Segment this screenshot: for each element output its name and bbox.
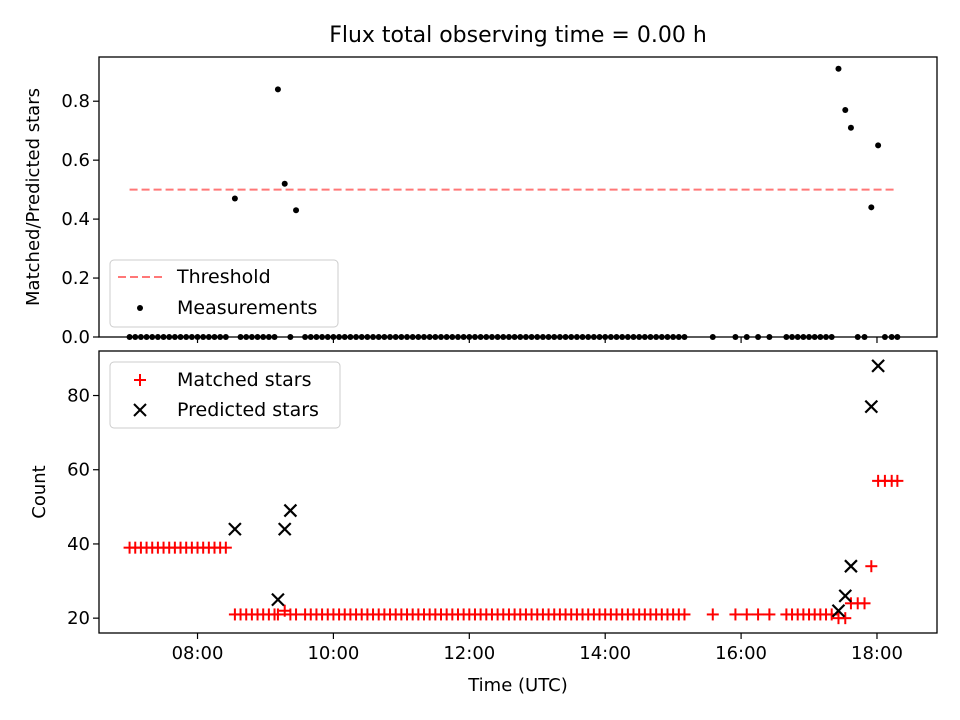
top-y-tick-label: 0.6: [61, 150, 90, 171]
x-tick-label: 12:00: [443, 643, 495, 664]
x-tick-label: 08:00: [172, 643, 224, 664]
matched-star-point: [219, 541, 232, 554]
top-ticks: 0.0 0.2 0.4 0.6 0.8: [61, 91, 878, 348]
matched-star-point: [706, 608, 719, 621]
x-tick-label: 14:00: [579, 643, 631, 664]
x-tick-label: 16:00: [715, 643, 767, 664]
matched-stars-points: [123, 474, 904, 625]
legend-measurements-swatch: [137, 305, 143, 311]
measurement-point: [868, 204, 875, 211]
x-tick-label: 10:00: [307, 643, 359, 664]
predicted-star-point: [277, 522, 292, 536]
bottom-y-tick-label: 60: [67, 460, 90, 481]
predicted-star-point: [871, 359, 885, 373]
bottom-y-tick-label: 40: [67, 534, 90, 555]
top-plot-frame: [98, 56, 938, 338]
bottom-legend-box: [109, 361, 341, 429]
bottom-ticks: 20 40 60 80 08:00 10:00 12:00 14:00 16:00 18:00: [67, 386, 903, 664]
matched-star-point: [763, 608, 776, 621]
top-axes: Flux total observing time = 0.00 h Match…: [23, 23, 938, 348]
bottom-legend: Matched stars Predicted stars: [109, 361, 341, 429]
measurement-point: [835, 65, 842, 72]
bottom-plot-frame: [98, 350, 938, 634]
matched-star-point: [740, 608, 753, 621]
legend-matched-label: Matched stars: [177, 369, 311, 391]
bottom-y-axis-label: Count: [29, 465, 50, 518]
top-y-tick-label: 0.2: [61, 268, 90, 289]
measurement-point: [875, 142, 882, 149]
measurement-point: [274, 86, 281, 93]
matched-star-point: [678, 608, 691, 621]
measurement-point: [842, 107, 849, 114]
predicted-star-point: [283, 503, 298, 518]
measurement-point: [281, 180, 288, 187]
bottom-y-tick-label: 80: [67, 386, 90, 407]
top-legend-box: [109, 259, 339, 328]
x-axis-label: Time (UTC): [467, 675, 568, 696]
matched-star-point: [891, 474, 904, 487]
matched-star-point: [729, 608, 742, 621]
predicted-star-point: [831, 603, 846, 618]
bottom-axes: Count Time (UTC) 20 40 60 80 08:00 10:00 12:00…: [29, 350, 938, 696]
predicted-star-point: [838, 589, 853, 603]
predicted-stars-points: [228, 359, 885, 618]
matched-star-point: [858, 597, 871, 610]
predicted-star-point: [864, 399, 879, 414]
measurement-point: [847, 124, 854, 131]
legend-predicted-label: Predicted stars: [177, 399, 319, 421]
top-y-tick-label: 0.0: [61, 327, 90, 348]
top-legend: Threshold Measurements: [109, 259, 339, 328]
bottom-y-tick-label: 20: [67, 608, 90, 629]
predicted-star-point: [271, 592, 285, 607]
matched-star-point: [752, 608, 765, 621]
legend-matched-swatch: [134, 374, 146, 386]
legend-threshold-label: Threshold: [176, 266, 271, 288]
legend-predicted-swatch: [133, 403, 147, 417]
matched-star-point: [839, 612, 852, 625]
top-y-tick-label: 0.4: [61, 209, 90, 230]
top-y-axis-label: Matched/Predicted stars: [23, 88, 44, 306]
top-y-tick-label: 0.8: [61, 91, 90, 112]
legend-measurements-label: Measurements: [177, 297, 317, 319]
predicted-star-point: [844, 559, 858, 573]
measurement-point: [293, 207, 300, 214]
x-tick-label: 18:00: [851, 643, 903, 664]
measurement-point: [231, 195, 238, 202]
matched-star-point: [271, 608, 284, 621]
chart-title: Flux total observing time = 0.00 h: [329, 23, 707, 48]
predicted-star-point: [228, 522, 242, 536]
matched-star-point: [865, 560, 878, 573]
